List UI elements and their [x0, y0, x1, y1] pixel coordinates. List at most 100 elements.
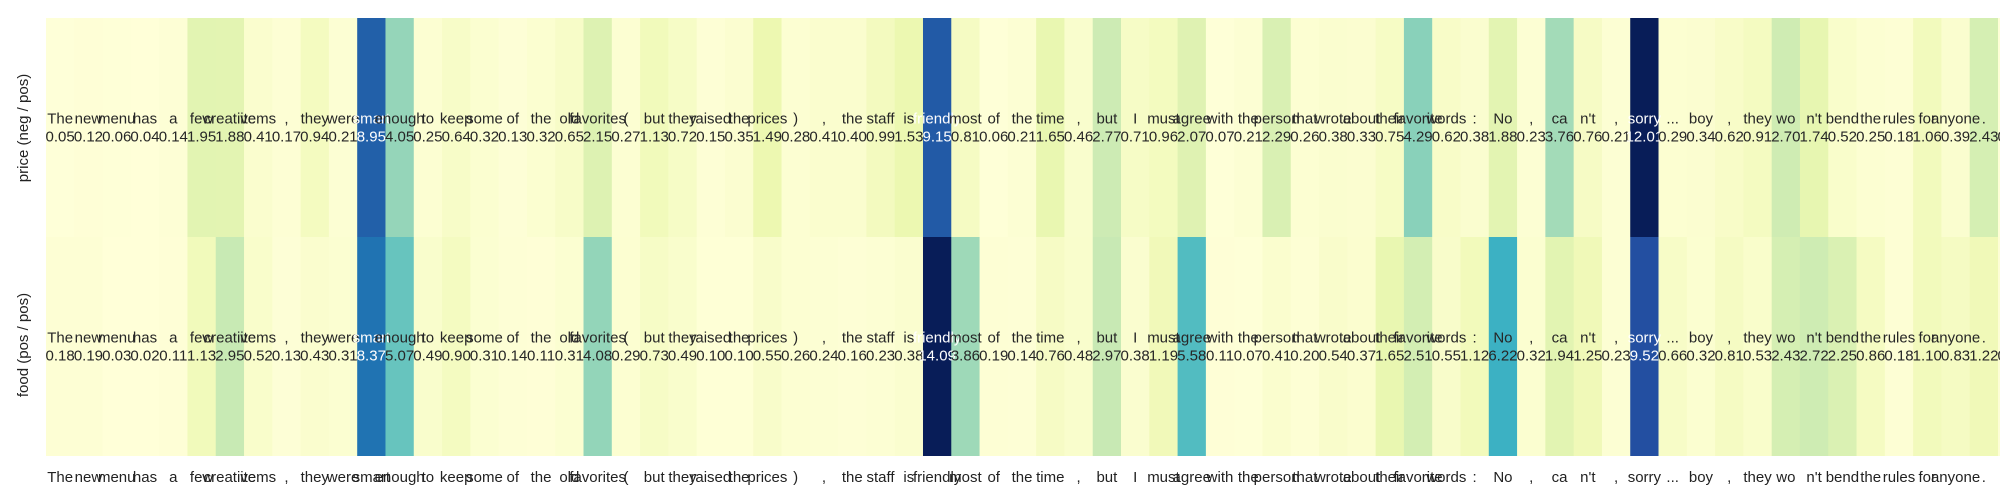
heatmap-cell — [1347, 18, 1377, 237]
cell-token-label: ... — [1666, 330, 1679, 347]
cell-token-label: but — [644, 111, 666, 128]
cell-token-label: , — [1727, 330, 1731, 347]
cell-value-label: 1.19 — [1149, 348, 1178, 365]
cell-token-label: , — [284, 330, 288, 347]
x-tick-label: to — [422, 469, 435, 486]
cell-value-label: 0.52 — [244, 348, 273, 365]
heatmap-cell — [1121, 18, 1150, 237]
heatmap-cell — [130, 237, 160, 456]
cell-token-label: the — [531, 330, 552, 347]
heatmap-cell — [1913, 237, 1943, 456]
heatmap-cell — [498, 237, 528, 456]
cell-value-label: 0.99 — [866, 129, 895, 146]
cell-value-label: 0.62 — [1715, 129, 1744, 146]
cell-token-label: the — [1238, 111, 1259, 128]
heatmap-cell — [838, 18, 868, 237]
cell-token-label: to — [422, 330, 435, 347]
cell-token-label: bend — [1826, 111, 1859, 128]
heatmap-cell — [1290, 18, 1320, 237]
x-tick-label: but — [644, 469, 666, 486]
cell-token-label: is — [903, 111, 914, 128]
x-tick-label: ... — [1666, 469, 1679, 486]
cell-value-label: 1.13 — [640, 129, 669, 146]
x-tick-label: smart — [353, 469, 391, 486]
cell-token-label: raised — [690, 330, 731, 347]
heatmap-cell — [470, 237, 500, 456]
cell-value-label: 1.94 — [1545, 348, 1574, 365]
heatmap-cell — [1715, 18, 1744, 237]
cell-value-label: 0.53 — [1743, 348, 1772, 365]
cell-token-label: wrote — [1314, 111, 1352, 128]
heatmap-cell — [1941, 237, 1971, 456]
cell-token-label: ca — [1552, 330, 1569, 347]
x-tick-label: boy — [1689, 469, 1714, 486]
heatmap-cell — [583, 18, 613, 237]
cell-token-label: anyone — [1931, 111, 1980, 128]
cell-value-label: 0.38 — [1460, 129, 1489, 146]
x-tick-label: they — [1743, 469, 1772, 486]
cell-value-label: 3.86 — [951, 348, 980, 365]
cell-value-label: 0.20 — [1290, 348, 1319, 365]
cell-token-label: new — [75, 330, 103, 347]
heatmap-cell — [951, 237, 981, 456]
cell-token-label: , — [1529, 111, 1533, 128]
cell-value-label: 1.95 — [187, 129, 216, 146]
heatmap-cell — [498, 18, 528, 237]
heatmap-cell — [640, 18, 669, 237]
cell-token-label: rules — [1883, 111, 1916, 128]
heatmap-cell — [244, 18, 273, 237]
x-tick-label: new — [75, 469, 103, 486]
cell-value-label: 0.34 — [1686, 129, 1715, 146]
heatmap-cell — [46, 237, 75, 456]
x-tick-label: . — [1982, 469, 1986, 486]
cell-token-label: creative — [204, 330, 257, 347]
cell-token-label: has — [133, 330, 157, 347]
cell-token-label: that — [1292, 111, 1318, 128]
x-tick-label: n't — [1580, 469, 1596, 486]
cell-token-label: the — [1860, 111, 1881, 128]
cell-value-label: 0.49 — [413, 348, 442, 365]
heatmap-cell — [1234, 237, 1264, 456]
cell-token-label: for — [1919, 111, 1937, 128]
cell-token-label: the — [842, 111, 863, 128]
cell-value-label: 0.55 — [753, 348, 782, 365]
cell-value-label: 0.21 — [1601, 129, 1630, 146]
heatmap-cell — [357, 237, 387, 456]
cell-token-label: old — [559, 111, 579, 128]
heatmap-annotations: The0.05new0.12menu0.06has0.04a0.14few1.9… — [46, 111, 2000, 365]
cell-token-label: wo — [1775, 330, 1795, 347]
cell-value-label: 2.25 — [1828, 348, 1857, 365]
heatmap-cell — [1517, 237, 1546, 456]
cell-value-label: 0.11 — [527, 348, 555, 365]
x-tick-label: , — [822, 469, 826, 486]
cell-value-label: 0.06 — [102, 129, 131, 146]
cell-token-label: n't — [1806, 330, 1822, 347]
cell-token-label: the — [1860, 330, 1881, 347]
cell-value-label: 8.37 — [357, 348, 386, 365]
heatmap-cell — [357, 18, 387, 237]
cell-value-label: 0.21 — [1007, 129, 1036, 146]
heatmap-cell — [724, 237, 754, 456]
cell-token-label: has — [133, 111, 157, 128]
heatmap-cell — [555, 18, 585, 237]
cell-value-label: 1.25 — [1573, 348, 1602, 365]
heatmap-cell — [1460, 237, 1490, 456]
cell-value-label: 0.91 — [1743, 129, 1772, 146]
cell-value-label: 0.19 — [74, 348, 103, 365]
heatmap-cell — [1064, 237, 1094, 456]
cell-token-label: of — [987, 111, 1000, 128]
heatmap-cell — [1884, 237, 1914, 456]
cell-value-label: 0.02 — [130, 348, 159, 365]
cell-token-label: sorry — [1628, 330, 1662, 347]
cell-token-label: ca — [1552, 111, 1569, 128]
x-tick-label: , — [1529, 469, 1533, 486]
heatmap-cell — [1205, 18, 1235, 237]
x-tick-label: few — [190, 469, 214, 486]
heatmap-cell — [1799, 237, 1829, 456]
cell-token-label: but — [1096, 330, 1118, 347]
x-tick-label: favorites — [569, 469, 626, 486]
cell-value-label: 1.49 — [753, 129, 782, 146]
cell-value-label: 0.17 — [272, 129, 301, 146]
x-tick-label: The — [47, 469, 73, 486]
cell-value-label: 0.54 — [1319, 348, 1348, 365]
